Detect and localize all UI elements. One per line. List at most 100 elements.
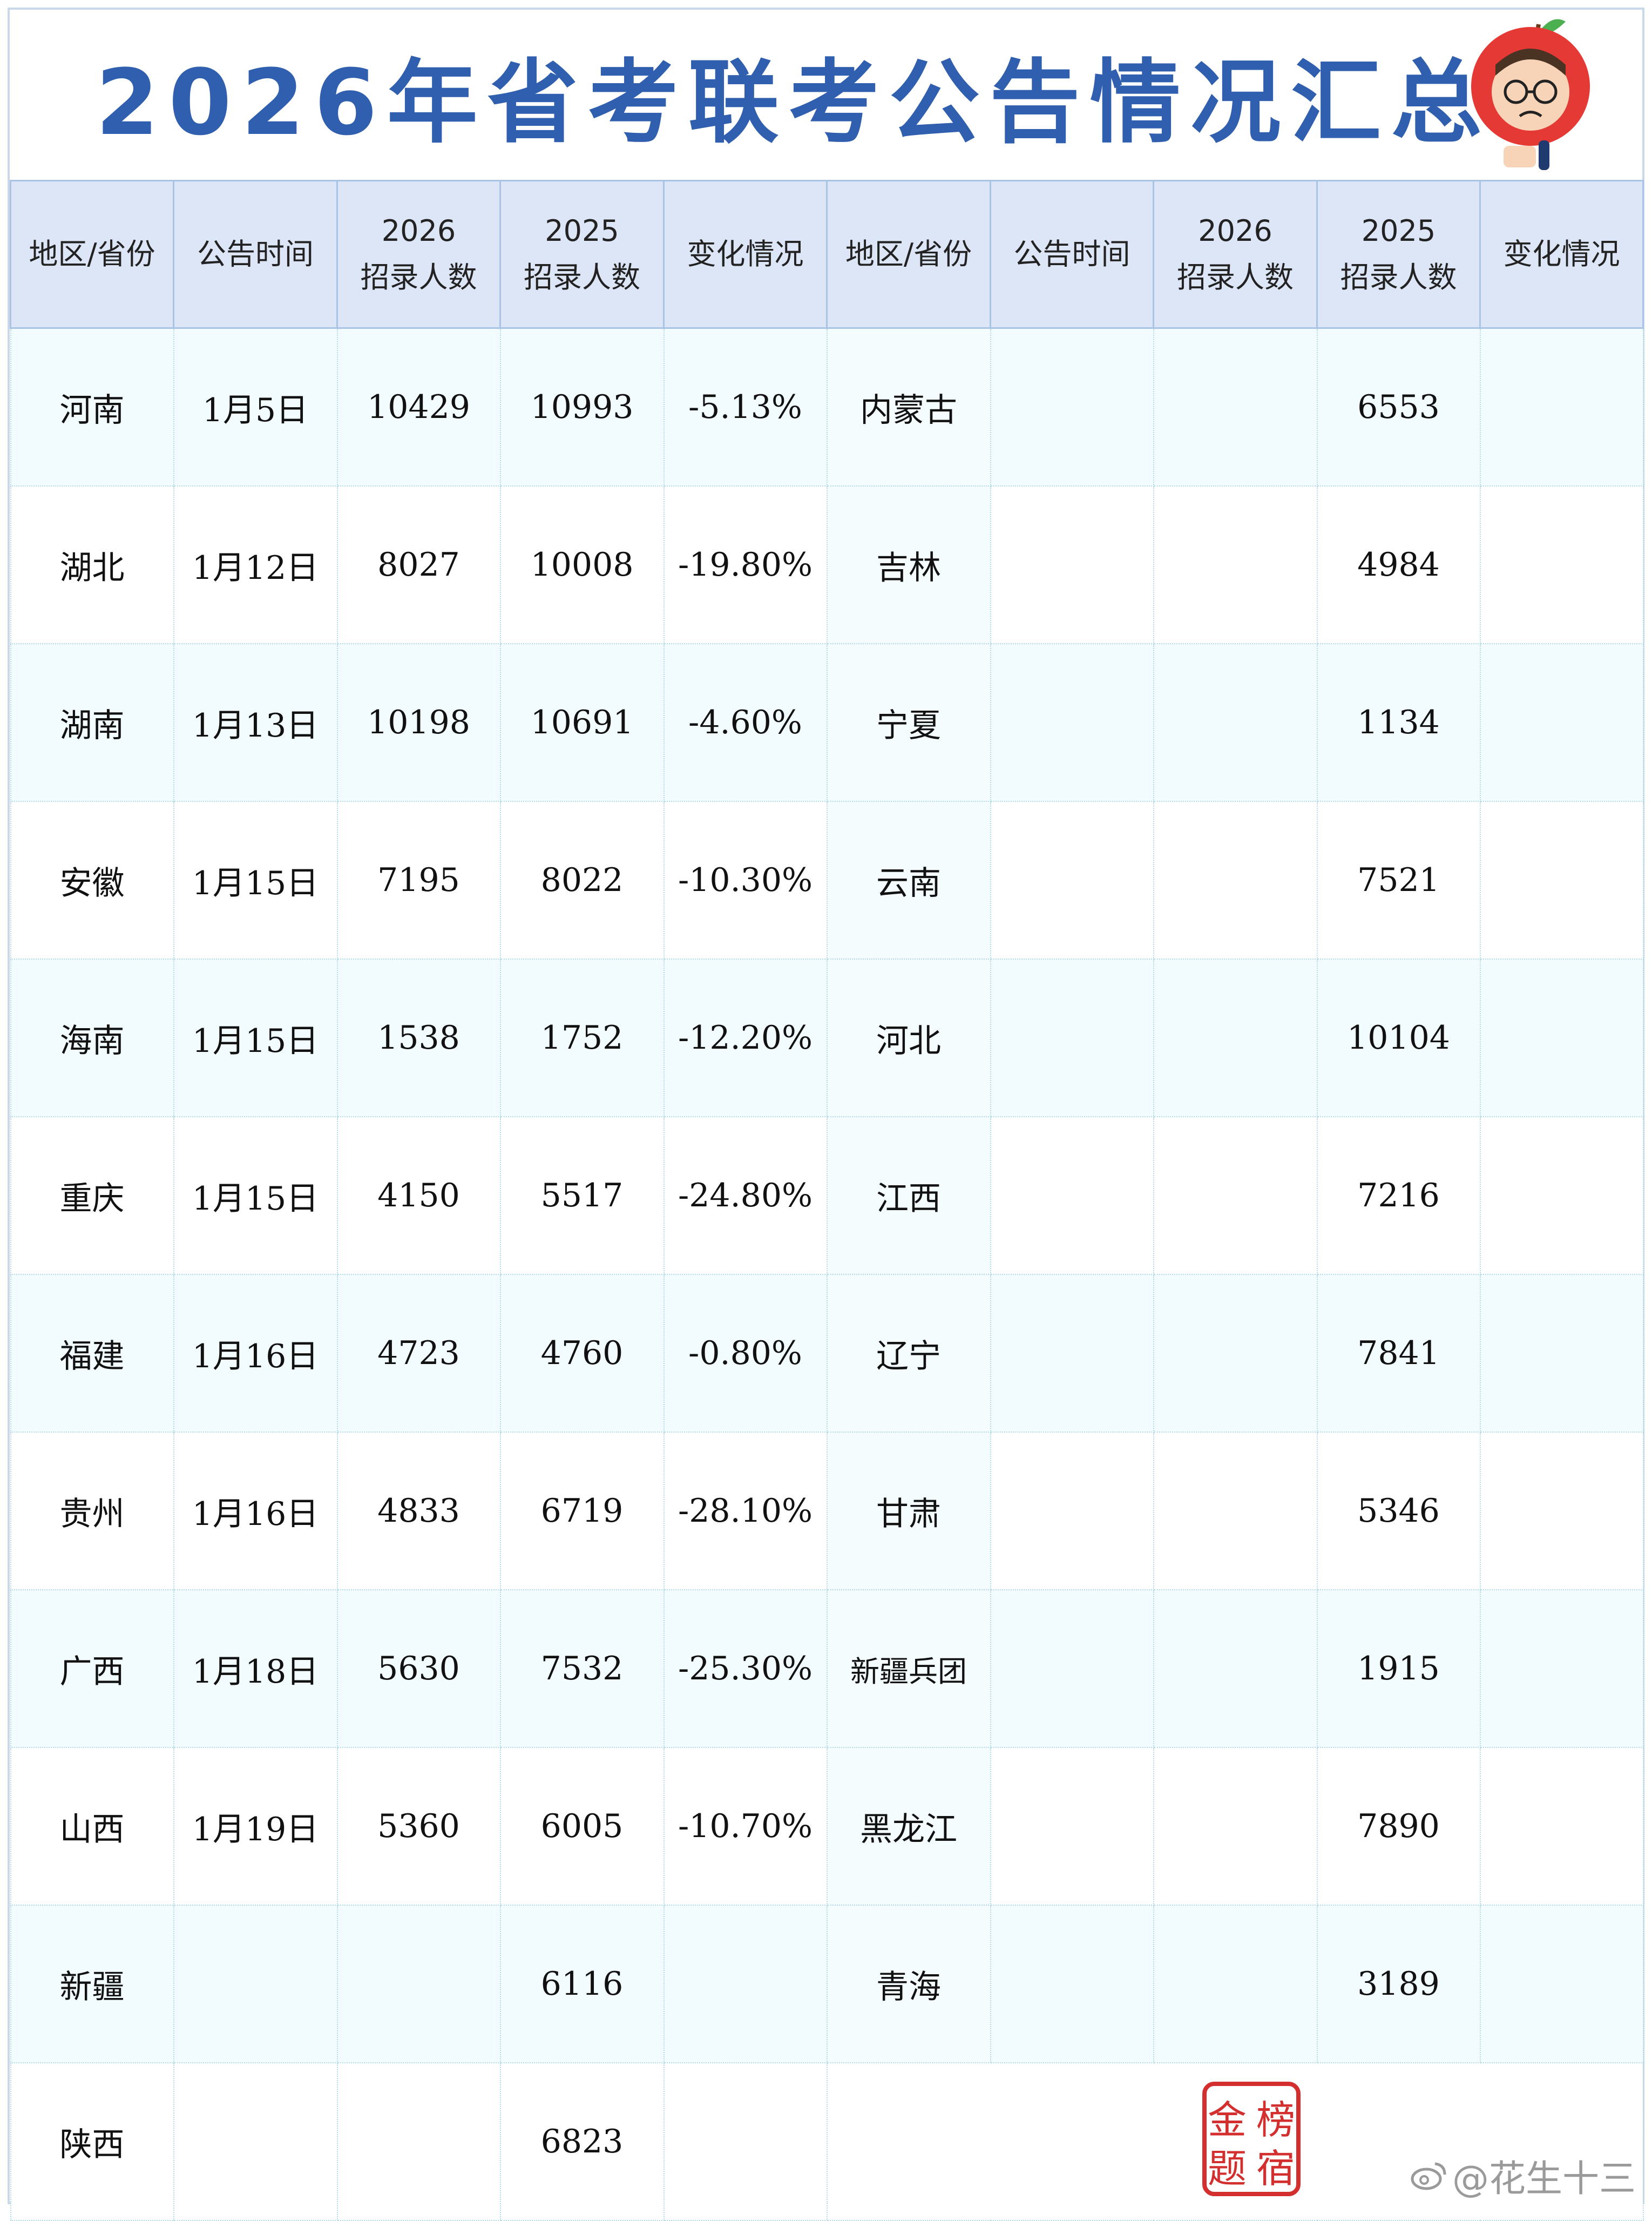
cell-2026: 1538 — [336, 958, 501, 1117]
cell-region: 新疆兵团 — [826, 1589, 991, 1748]
table-row: 福建 1月16日 4723 4760 -0.80% 辽宁 7841 — [10, 1274, 1644, 1433]
cell-2025: 10104 — [1316, 958, 1481, 1117]
cell-region: 云南 — [826, 801, 991, 960]
cell-change — [1479, 485, 1644, 644]
cell-date: 1月13日 — [173, 643, 338, 802]
cell-region: 青海 — [826, 1905, 991, 2063]
table-row: 新疆 6116 青海 3189 — [10, 1905, 1644, 2063]
cell-date: 1月12日 — [173, 485, 338, 644]
cell-region: 新疆 — [10, 1905, 174, 2063]
header-change-left: 变化情况 — [663, 180, 828, 329]
cell-change — [1479, 1274, 1644, 1433]
cell-date — [990, 1274, 1154, 1433]
cell-2026 — [1153, 1589, 1318, 1748]
table-row: 陕西 6823 榜 金 宿 题 — [10, 2062, 1644, 2221]
cell-region: 黑龙江 — [826, 1747, 991, 1906]
cell-change — [1479, 801, 1644, 960]
page-title: 2026年省考联考公告情况汇总 — [96, 50, 1492, 156]
cell-date — [990, 1905, 1154, 2063]
cell-2025: 4984 — [1316, 485, 1481, 644]
header-region-left: 地区/省份 — [10, 180, 174, 329]
table-row: 重庆 1月15日 4150 5517 -24.80% 江西 7216 — [10, 1116, 1644, 1275]
cell-change — [1479, 1116, 1644, 1275]
cell-2025: 1915 — [1316, 1589, 1481, 1748]
cell-region: 贵州 — [10, 1432, 174, 1590]
cell-change — [1479, 958, 1644, 1117]
cell-date — [990, 958, 1154, 1117]
cell-region: 江西 — [826, 1116, 991, 1275]
cell-change: -5.13% — [663, 327, 828, 487]
svg-text:金: 金 — [1207, 2097, 1246, 2143]
cell-change — [663, 2062, 828, 2221]
recruitment-table: 地区/省份 公告时间 2026 招录人数 2025 招录人数 变化情况 地区/省份 … — [10, 180, 1644, 2221]
cell-date — [990, 801, 1154, 960]
cell-region: 湖南 — [10, 643, 174, 802]
cell-2026 — [1153, 1432, 1318, 1590]
cell-2025: 7216 — [1316, 1116, 1481, 1275]
cell-date — [173, 2062, 338, 2221]
title-bar: 2026年省考联考公告情况汇总 — [10, 10, 1642, 180]
cell-change: -12.20% — [663, 958, 828, 1117]
svg-text:榜: 榜 — [1256, 2097, 1295, 2143]
cell-2026: 5360 — [336, 1747, 501, 1906]
cell-region: 河北 — [826, 958, 991, 1117]
header-region-right: 地区/省份 — [826, 180, 991, 329]
cell-2025: 6823 — [499, 2062, 665, 2221]
cell-2025: 7841 — [1316, 1274, 1481, 1433]
cell-2026 — [336, 1905, 501, 2063]
cell-2025: 7532 — [499, 1589, 665, 1748]
cell-region: 湖北 — [10, 485, 174, 644]
cell-2026 — [1153, 643, 1318, 802]
table-row: 海南 1月15日 1538 1752 -12.20% 河北 10104 — [10, 958, 1644, 1117]
cell-region: 辽宁 — [826, 1274, 991, 1433]
cell-date: 1月15日 — [173, 801, 338, 960]
cell-2026: 10429 — [336, 327, 501, 487]
cell-date — [990, 485, 1154, 644]
cell-date — [990, 1747, 1154, 1906]
cell-region: 河南 — [10, 327, 174, 487]
header-2025-right: 2025 招录人数 — [1316, 180, 1481, 329]
cell-region: 甘肃 — [826, 1432, 991, 1590]
cell-change — [663, 1905, 828, 2063]
cell-2026 — [1153, 801, 1318, 960]
weibo-watermark: @花生十三 — [1410, 2149, 1636, 2202]
cell-2025: 3189 — [1316, 1905, 1481, 2063]
cell-2026 — [1153, 1905, 1318, 2063]
cell-2026: 10198 — [336, 643, 501, 802]
cell-2026: 4723 — [336, 1274, 501, 1433]
cell-2025: 6116 — [499, 1905, 665, 2063]
cell-region: 广西 — [10, 1589, 174, 1748]
cell-region: 宁夏 — [826, 643, 991, 802]
cell-2025: 10993 — [499, 327, 665, 487]
apple-mascot-icon — [1471, 19, 1590, 170]
table-row: 山西 1月19日 5360 6005 -10.70% 黑龙江 7890 — [10, 1747, 1644, 1906]
cell-change: -19.80% — [663, 485, 828, 644]
cell-change: -25.30% — [663, 1589, 828, 1748]
cell-2026 — [1153, 1274, 1318, 1433]
cell-date — [990, 327, 1154, 487]
cell-2026: 7195 — [336, 801, 501, 960]
cell-region: 海南 — [10, 958, 174, 1117]
cell-2026 — [1153, 485, 1318, 644]
header-2026-right: 2026 招录人数 — [1153, 180, 1318, 329]
header-date-left: 公告时间 — [173, 180, 338, 329]
cell-2025: 6719 — [499, 1432, 665, 1590]
cell-region: 内蒙古 — [826, 327, 991, 487]
cell-date: 1月16日 — [173, 1274, 338, 1433]
cell-2025: 5517 — [499, 1116, 665, 1275]
watermark-text: @花生十三 — [1452, 2158, 1636, 2200]
svg-text:宿: 宿 — [1256, 2146, 1295, 2191]
cell-2025: 7890 — [1316, 1747, 1481, 1906]
cell-2026: 4150 — [336, 1116, 501, 1275]
header-date-right: 公告时间 — [990, 180, 1154, 329]
cell-date: 1月5日 — [173, 327, 338, 487]
footer-blank-cell: 榜 金 宿 题 — [826, 2062, 1644, 2221]
cell-region: 重庆 — [10, 1116, 174, 1275]
cell-change — [1479, 1589, 1644, 1748]
table-row: 湖南 1月13日 10198 10691 -4.60% 宁夏 1134 — [10, 643, 1644, 802]
table-row: 河南 1月5日 10429 10993 -5.13% 内蒙古 6553 — [10, 327, 1644, 487]
cell-change — [1479, 1905, 1644, 2063]
table-row: 安徽 1月15日 7195 8022 -10.30% 云南 7521 — [10, 801, 1644, 960]
header-2025-left: 2025 招录人数 — [499, 180, 665, 329]
cell-2026 — [1153, 327, 1318, 487]
